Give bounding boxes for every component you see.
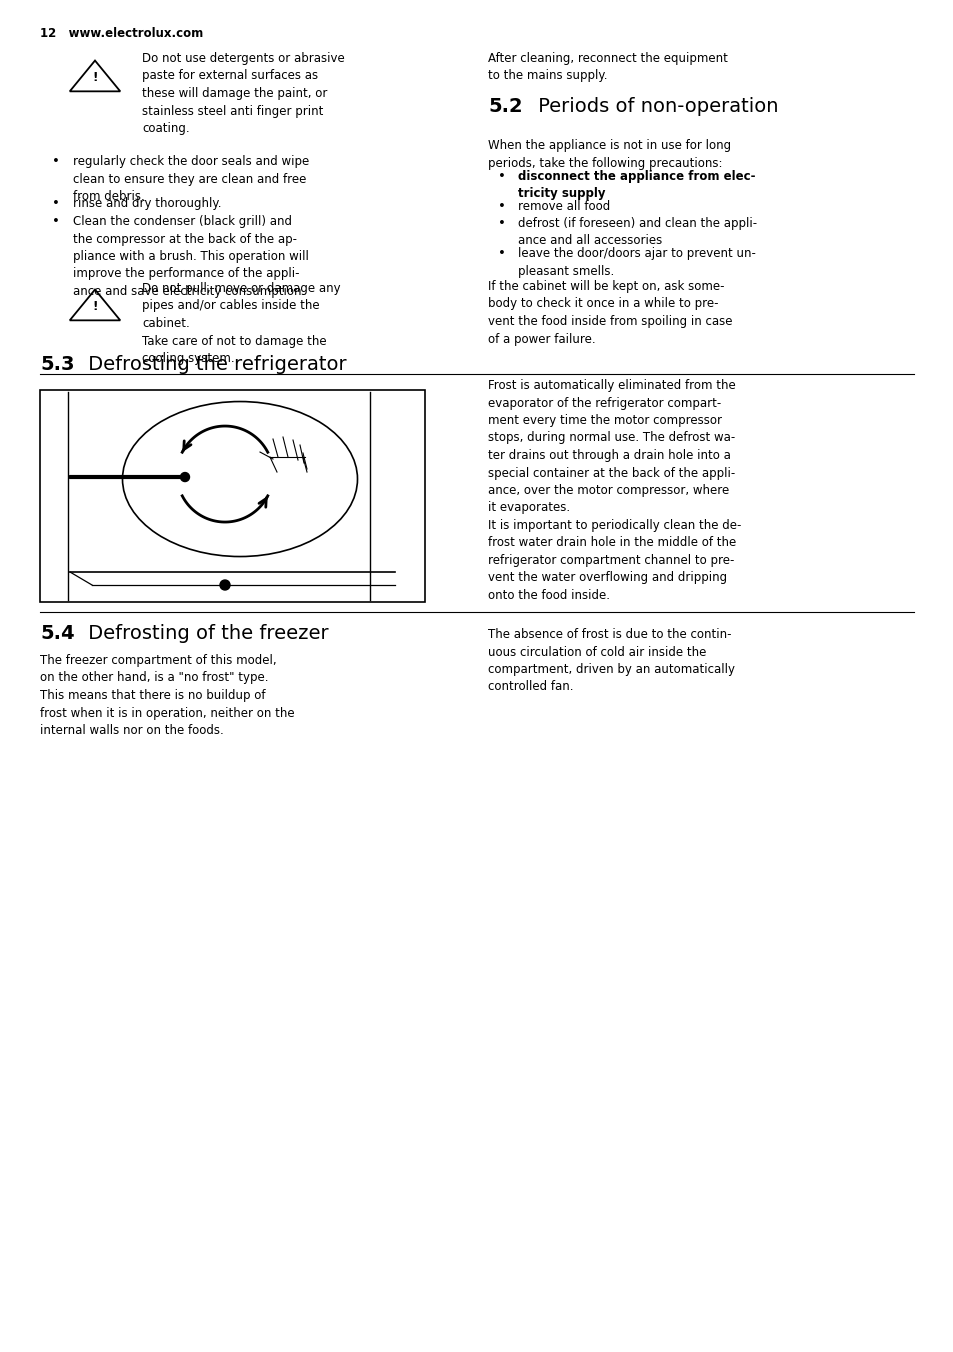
Text: !: ! [92,300,97,314]
Text: 5.4: 5.4 [40,625,74,644]
Text: Periods of non-operation: Periods of non-operation [532,97,778,116]
Text: •: • [497,218,505,230]
Text: defrost (if foreseen) and clean the appli-
ance and all accessories: defrost (if foreseen) and clean the appl… [517,218,757,247]
Text: rinse and dry thoroughly.: rinse and dry thoroughly. [73,197,221,210]
Text: •: • [52,155,60,168]
Bar [40,389,424,602]
Text: remove all food: remove all food [517,200,610,214]
Text: Do not pull, move or damage any
pipes and/or cables inside the
cabinet.
Take car: Do not pull, move or damage any pipes an… [142,283,340,365]
Circle shape [180,473,190,481]
Text: •: • [497,247,505,260]
Text: When the appliance is not in use for long
periods, take the following precaution: When the appliance is not in use for lon… [488,139,730,169]
Text: Frost is automatically eliminated from the
evaporator of the refrigerator compar: Frost is automatically eliminated from t… [488,379,740,602]
Text: •: • [497,200,505,214]
Text: leave the door/doors ajar to prevent un-
pleasant smells.: leave the door/doors ajar to prevent un-… [517,247,755,277]
Text: Defrosting the refrigerator: Defrosting the refrigerator [82,356,346,375]
Text: Defrosting of the freezer: Defrosting of the freezer [82,625,328,644]
Text: 5.3: 5.3 [40,356,74,375]
Text: Do not use detergents or abrasive
paste for external surfaces as
these will dama: Do not use detergents or abrasive paste … [142,51,344,135]
Circle shape [220,580,230,589]
Text: After cleaning, reconnect the equipment
to the mains supply.: After cleaning, reconnect the equipment … [488,51,727,82]
Text: regularly check the door seals and wipe
clean to ensure they are clean and free
: regularly check the door seals and wipe … [73,155,309,203]
Text: •: • [52,197,60,210]
Text: 12   www.electrolux.com: 12 www.electrolux.com [40,27,203,41]
Text: !: ! [92,72,97,84]
Text: disconnect the appliance from elec-
tricity supply: disconnect the appliance from elec- tric… [517,170,755,200]
Text: The freezer compartment of this model,
on the other hand, is a "no frost" type.
: The freezer compartment of this model, o… [40,654,294,737]
Text: •: • [497,170,505,183]
Text: The absence of frost is due to the contin-
uous circulation of cold air inside t: The absence of frost is due to the conti… [488,627,734,694]
Text: If the cabinet will be kept on, ask some-
body to check it once in a while to pr: If the cabinet will be kept on, ask some… [488,280,732,346]
Text: •: • [52,215,60,228]
Text: 5.2: 5.2 [488,97,522,116]
Text: Clean the condenser (black grill) and
the compressor at the back of the ap-
plia: Clean the condenser (black grill) and th… [73,215,309,297]
